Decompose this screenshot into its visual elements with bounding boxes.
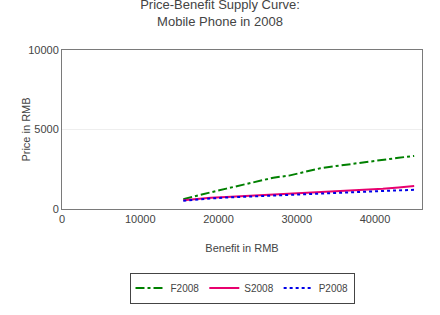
svg-text:0: 0: [53, 203, 59, 215]
svg-text:20000: 20000: [203, 213, 234, 225]
svg-text:5000: 5000: [34, 123, 58, 135]
svg-text:P2008: P2008: [319, 283, 348, 294]
svg-text:F2008: F2008: [171, 283, 200, 294]
svg-text:10000: 10000: [28, 44, 59, 56]
svg-text:40000: 40000: [360, 213, 391, 225]
svg-text:0: 0: [59, 213, 65, 225]
svg-text:10000: 10000: [125, 213, 156, 225]
svg-text:S2008: S2008: [244, 283, 273, 294]
svg-text:30000: 30000: [281, 213, 312, 225]
svg-text:Benefit in RMB: Benefit in RMB: [205, 242, 278, 254]
svg-text:Price in RMB: Price in RMB: [20, 97, 32, 161]
svg-text:Price-Benefit Supply Curve:Mob: Price-Benefit Supply Curve:Mobile Phone …: [140, 0, 300, 29]
